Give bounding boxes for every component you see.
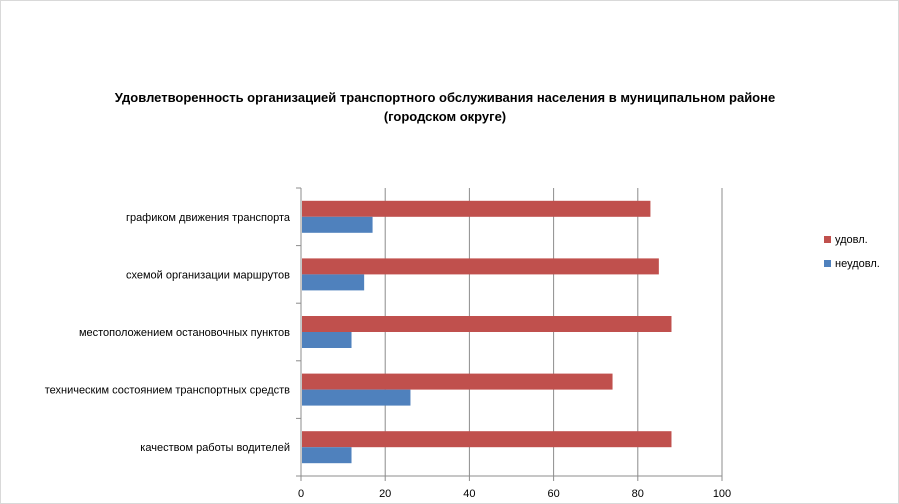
bar-neudovl-4 <box>302 447 352 464</box>
x-tick-label: 80 <box>632 488 644 500</box>
bar-udovl-1 <box>302 258 659 275</box>
bar-udovl-0 <box>302 200 651 217</box>
bar-neudovl-1 <box>302 274 365 291</box>
chart-title: Удовлетворенность организацией транспорт… <box>60 88 830 126</box>
category-label: графиком движения транспорта <box>126 212 291 224</box>
category-label: местоположением остановочных пунктов <box>79 327 290 339</box>
x-tick-label: 20 <box>379 488 391 500</box>
x-tick-label: 40 <box>463 488 475 500</box>
category-label: техническим состоянием транспортных сред… <box>45 385 290 397</box>
bar-udovl-2 <box>302 316 672 332</box>
bar-neudovl-0 <box>302 216 373 233</box>
x-tick-label: 60 <box>547 488 559 500</box>
x-tick-label: 100 <box>713 488 731 500</box>
bar-udovl-3 <box>302 373 613 390</box>
bar-udovl-4 <box>302 431 672 448</box>
bar-neudovl-2 <box>302 332 352 348</box>
category-label: схемой организации маршрутов <box>126 269 290 281</box>
bar-neudovl-3 <box>302 389 411 406</box>
x-tick-label: 0 <box>298 488 304 500</box>
category-label: качеством работы водителей <box>140 442 290 454</box>
legend-swatch-1 <box>824 260 831 267</box>
legend-label-1: неудовл. <box>835 258 880 270</box>
legend-label-0: удовл. <box>835 234 868 246</box>
legend-swatch-0 <box>824 236 831 243</box>
chart-title-line2: (городском округе) <box>383 109 507 124</box>
chart-title-line1: Удовлетворенность организацией транспорт… <box>114 90 776 105</box>
